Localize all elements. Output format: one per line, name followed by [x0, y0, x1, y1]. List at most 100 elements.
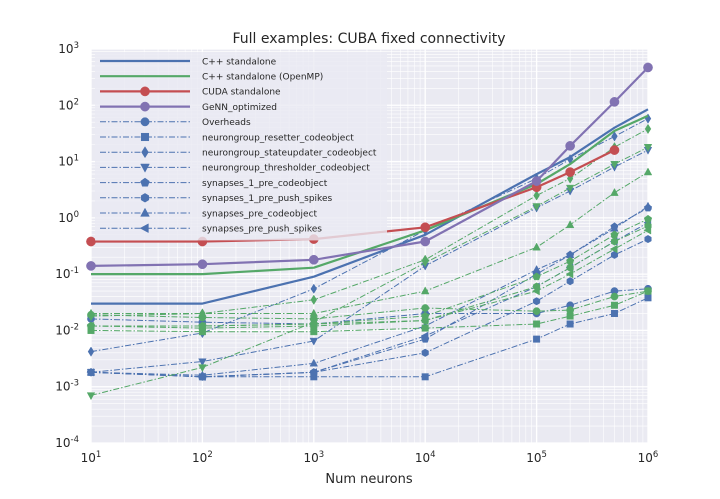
data-point-pentagon: [532, 272, 541, 281]
data-point-diamond: [310, 283, 317, 294]
data-point-triangle-up: [643, 167, 653, 176]
series-line: [91, 171, 649, 314]
data-point-hexagon: [533, 297, 541, 306]
data-point-hexagon: [421, 348, 429, 357]
data-point-triangle-up: [309, 308, 319, 317]
legend-entry: Overheads: [100, 117, 251, 128]
x-tick-label: 103: [303, 450, 324, 465]
legend-label: CUDA standalone: [202, 88, 281, 98]
data-point-triangle-left: [531, 286, 540, 296]
legend-label: synapses_pre_push_spikes: [202, 225, 322, 235]
y-tick-label: 10-3: [55, 379, 79, 394]
legend: C++ standalone C++ standalone (OpenMP) CUD…: [95, 52, 387, 241]
series-line: [90, 290, 649, 320]
data-point-square: [566, 320, 574, 328]
legend-label: synapses_pre_codeobject: [202, 209, 318, 219]
y-tick-label: 101: [58, 154, 79, 169]
legend-entry: CUDA standalone: [100, 86, 281, 98]
series-line: [90, 297, 649, 378]
legend-entry: synapses_pre_codeobject: [100, 207, 318, 219]
data-point-triangle-up: [309, 358, 319, 367]
data-point-square: [566, 312, 574, 320]
series-line: [90, 149, 649, 373]
legend-label: synapses_1_pre_codeobject: [202, 179, 328, 189]
series-line: [91, 229, 649, 327]
legend-entry: GeNN_optimized: [100, 101, 277, 113]
tick-label-exponent: -2: [71, 322, 79, 332]
tick-label-exponent: 1: [96, 450, 101, 460]
data-point-circle: [197, 259, 208, 270]
data-point-square: [644, 294, 652, 302]
tick-label-base: 10: [55, 380, 70, 394]
data-point-square: [610, 309, 618, 317]
data-point-square: [421, 373, 429, 381]
x-axis-label: Num neurons: [325, 472, 412, 487]
data-point-circle: [308, 254, 319, 265]
data-point-triangle-left: [565, 269, 574, 279]
y-tick-label: 10-2: [55, 322, 79, 337]
legend-background: [95, 52, 387, 241]
data-point-hexagon: [610, 237, 618, 246]
legend-label: C++ standalone (OpenMP): [202, 73, 323, 83]
tick-label-base: 10: [638, 451, 653, 465]
data-point-hexagon: [610, 250, 618, 259]
x-tick-labels: 101 102 103 104 105 106: [81, 450, 659, 465]
data-point-triangle-down: [420, 259, 430, 268]
tick-label-exponent: 2: [207, 450, 212, 460]
data-point-triangle-up: [565, 220, 575, 229]
chart-title: Full examples: CUBA fixed connectivity: [232, 31, 505, 47]
tick-label-exponent: -1: [71, 266, 79, 276]
data-point-triangle-down: [86, 392, 96, 401]
series-line: [91, 108, 649, 305]
tick-label-base: 10: [58, 42, 73, 56]
data-point-square: [140, 132, 150, 142]
data-point-triangle-up: [643, 201, 653, 210]
tick-label-exponent: 5: [542, 450, 547, 460]
x-tick-label: 101: [81, 450, 102, 465]
tick-label-exponent: 0: [74, 210, 79, 220]
data-point-hexagon: [644, 235, 652, 244]
legend-entry: C++ standalone: [100, 57, 277, 67]
legend-label: Overheads: [202, 118, 251, 128]
data-point-triangle-left: [86, 321, 95, 331]
tick-label-base: 10: [192, 451, 207, 465]
data-point-triangle-left: [309, 368, 317, 377]
series-line: [90, 205, 649, 376]
data-point-triangle-down: [309, 337, 319, 346]
tick-label-exponent: -4: [71, 435, 79, 445]
tick-label-exponent: 3: [74, 41, 79, 51]
legend-label: neurongroup_stateupdater_codeobject: [202, 149, 377, 159]
data-point-circle: [643, 62, 653, 73]
legend-entry: neurongroup_stateupdater_codeobject: [100, 146, 377, 159]
legend-label: C++ standalone: [202, 57, 277, 67]
x-tick-label: 105: [526, 450, 547, 465]
data-point-triangle-left: [643, 226, 652, 235]
series-line: [90, 290, 649, 333]
tick-label-exponent: 2: [74, 97, 79, 107]
data-point-circle: [140, 101, 150, 112]
data-point-diamond: [87, 346, 95, 357]
data-point-triangle-down: [198, 364, 207, 373]
data-point-triangle-up: [140, 207, 150, 217]
data-point-triangle-up: [420, 286, 430, 295]
tick-label-exponent: 6: [653, 450, 658, 460]
data-point-triangle-down: [565, 184, 575, 193]
data-point-square: [421, 324, 429, 332]
tick-label-base: 10: [58, 98, 73, 112]
data-point-circle: [86, 236, 96, 247]
data-point-circle: [420, 222, 431, 233]
data-point-triangle-up: [610, 187, 619, 196]
data-point-triangle-left: [309, 319, 317, 329]
data-point-triangle-down: [610, 161, 619, 169]
legend-entry: synapses_1_pre_codeobject: [100, 177, 328, 189]
tick-label-exponent: 1: [74, 154, 79, 164]
series-line: [90, 146, 649, 396]
data-point-circle: [420, 236, 431, 247]
data-point-circle: [140, 86, 150, 97]
x-tick-label: 104: [415, 450, 436, 465]
tick-label-base: 10: [303, 451, 318, 465]
legend-entry: C++ standalone (OpenMP): [100, 73, 323, 83]
data-point-square: [644, 287, 652, 295]
data-point-circle: [531, 176, 542, 186]
